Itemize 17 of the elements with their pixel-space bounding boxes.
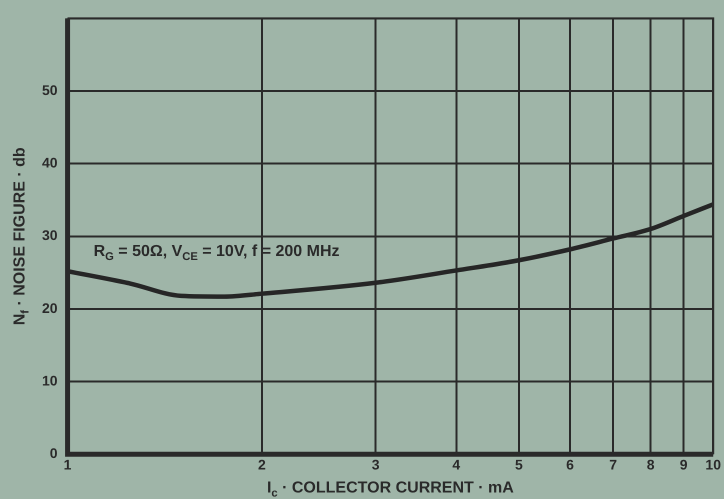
y-tick-label: 0	[50, 445, 58, 462]
y-tick-label: 40	[42, 154, 58, 171]
x-tick-label: 5	[514, 456, 523, 472]
x-tick-label: 1	[64, 456, 72, 472]
y-axis-title: Nf · NOISE FIGURE · db	[11, 147, 32, 326]
x-tick-label: 6	[566, 456, 574, 472]
y-tick-label: 30	[42, 227, 58, 244]
x-tick-label: 10	[705, 456, 722, 472]
x-tick-label: 2	[258, 456, 266, 472]
x-tick-label: 4	[452, 456, 460, 472]
y-tick-label: 10	[42, 372, 58, 388]
x-tick-label: 9	[680, 456, 688, 472]
x-tick-label: 3	[372, 456, 380, 472]
y-tick-label: 50	[42, 82, 58, 98]
x-tick-label: 7	[609, 456, 618, 472]
y-tick-label: 20	[42, 300, 58, 316]
x-tick-label: 8	[646, 456, 655, 472]
